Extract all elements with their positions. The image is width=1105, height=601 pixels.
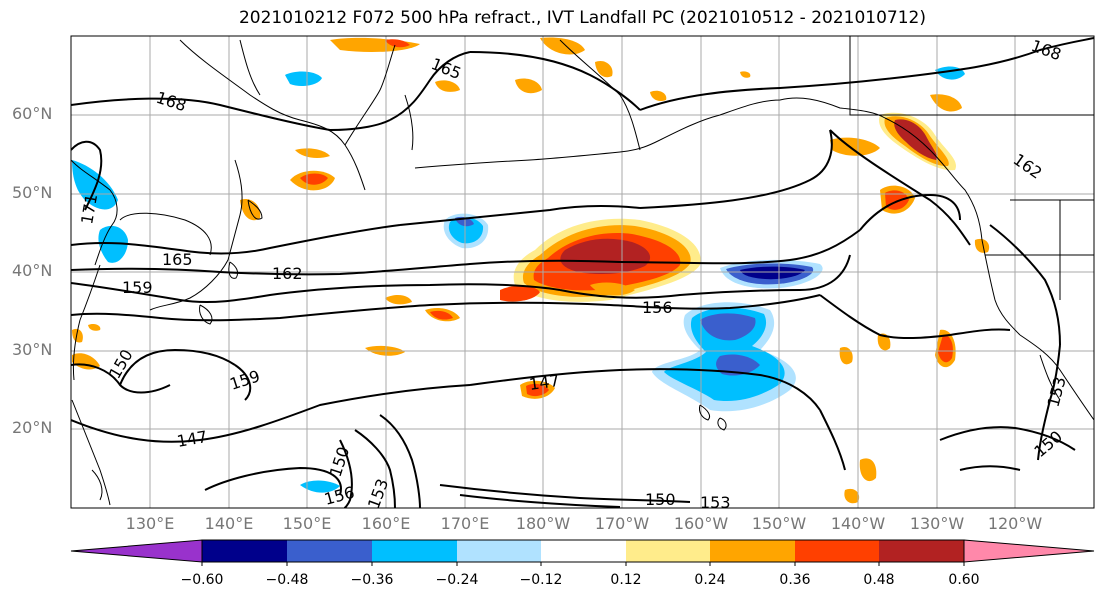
lat-label: 50°N — [12, 183, 53, 202]
contour-label: 150 — [645, 490, 676, 509]
lon-label: 170°W — [594, 514, 650, 533]
lat-label: 40°N — [12, 261, 53, 280]
colorbar-tick-label: 0.48 — [863, 572, 895, 588]
map-frame — [70, 35, 1095, 509]
contour-label: 159 — [122, 278, 153, 297]
contour-label: 171 — [77, 192, 101, 225]
colorbar-tick-label: 0.60 — [948, 572, 980, 588]
lon-label: 150°W — [751, 514, 807, 533]
colorbar — [70, 539, 1095, 566]
colorbar-tick-label: 0.24 — [694, 572, 726, 588]
lon-label: 130°W — [909, 514, 965, 533]
contour-label: 153 — [1044, 375, 1070, 409]
colorbar-bin — [287, 540, 372, 562]
colorbar-bin — [626, 540, 710, 562]
colorbar-tick-label: −0.24 — [435, 572, 479, 588]
lat-label: 20°N — [12, 418, 53, 437]
colorbar-bin — [202, 540, 287, 562]
contour-label: 147 — [175, 427, 208, 451]
contour-label: 153 — [364, 476, 392, 511]
colorbar-tick-label: −0.12 — [519, 572, 563, 588]
lon-label: 170°E — [440, 514, 490, 533]
lon-label: 160°W — [673, 514, 729, 533]
contour-label: 168 — [1029, 36, 1064, 64]
colorbar-bin — [710, 540, 795, 562]
colorbar-bin — [795, 540, 879, 562]
colorbar-bin — [457, 540, 541, 562]
contour-label: 162 — [272, 264, 303, 283]
contour-label: 156 — [642, 298, 673, 317]
lon-label: 140°E — [204, 514, 254, 533]
colorbar-extend-high — [963, 539, 1095, 563]
lon-label: 160°E — [361, 514, 411, 533]
contour-label: 147 — [528, 371, 561, 394]
colorbar-tick-label: 0.12 — [610, 572, 642, 588]
map-title: 2021010212 F072 500 hPa refract., IVT La… — [238, 8, 926, 28]
lon-label: 120°W — [987, 514, 1043, 533]
colorbar-tick-label: −0.60 — [180, 572, 224, 588]
contour-label: 168 — [154, 88, 189, 116]
colorbar-bin — [541, 540, 626, 562]
colorbar-bin — [879, 540, 964, 562]
contour-lines — [71, 37, 1094, 508]
contour-label: 153 — [700, 493, 731, 512]
contour-label: 165 — [429, 54, 464, 83]
colorbar-tick-label: −0.48 — [265, 572, 309, 588]
colorbar-tick-label: −0.36 — [350, 572, 394, 588]
colorbar-bin — [372, 540, 457, 562]
contour-label: 159 — [227, 366, 262, 394]
lon-label: 150°E — [282, 514, 332, 533]
colorbar-tick-label: 0.36 — [779, 572, 811, 588]
colorbar-extend-low — [70, 539, 203, 563]
lat-label: 60°N — [12, 104, 53, 123]
contour-label: 150 — [326, 444, 354, 479]
lat-label: 30°N — [12, 340, 53, 359]
contour-label: 165 — [162, 250, 193, 269]
lon-label: 140°W — [830, 514, 886, 533]
lon-label: 180°W — [515, 514, 571, 533]
lon-label: 130°E — [125, 514, 175, 533]
graticule — [71, 36, 1094, 508]
